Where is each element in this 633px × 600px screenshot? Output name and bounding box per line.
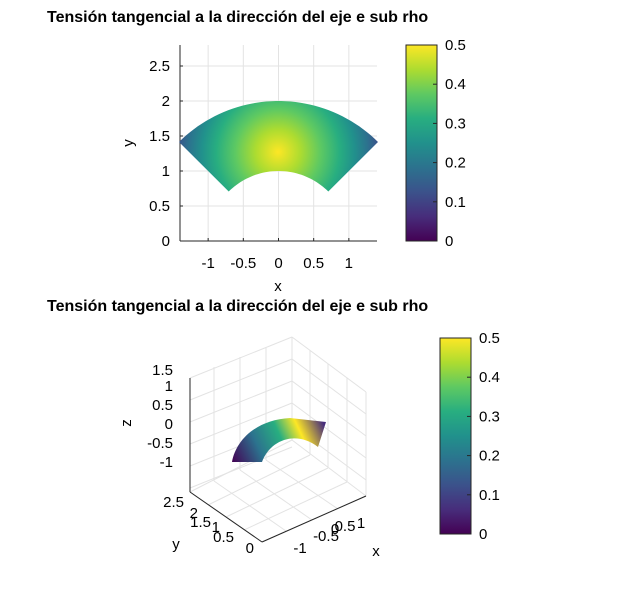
svg-text:2.5: 2.5	[163, 494, 184, 511]
colorbar-tick-label: 0.1	[479, 487, 500, 504]
svg-text:0: 0	[246, 540, 254, 557]
y-tick-label: 0.5	[149, 198, 170, 215]
y-axis-label-top: y	[120, 139, 137, 147]
colorbar-tick-label: 0.4	[479, 369, 500, 386]
svg-text:1: 1	[212, 519, 220, 536]
chart-title-bottom: Tensión tangencial a la dirección del ej…	[47, 298, 429, 315]
z-axis-label: z	[118, 419, 135, 427]
axis-3d	[189, 378, 367, 543]
colorbar-bottom	[439, 337, 472, 535]
colorbar-tick-label: 0.3	[445, 115, 466, 132]
svg-text:0.5: 0.5	[152, 397, 173, 414]
colorbar-tick-label: 0.1	[445, 194, 466, 211]
y-tick-label: 1.5	[149, 128, 170, 145]
colorbar-top-ticks: 0 0.1 0.2 0.3 0.4 0.5	[433, 37, 466, 250]
svg-text:-0.5: -0.5	[313, 528, 339, 545]
svg-text:0.5: 0.5	[335, 518, 356, 535]
y-axis-ticks-3d: 2.5 2 1.5 1 0.5 0	[163, 494, 254, 557]
svg-text:0: 0	[331, 521, 339, 538]
colorbar-tick-label: 0	[445, 233, 453, 250]
colorbar-top	[405, 44, 438, 242]
svg-text:-1: -1	[160, 454, 173, 471]
svg-text:1: 1	[165, 378, 173, 395]
colorbar-tick-label: 0.5	[479, 330, 500, 347]
svg-text:2: 2	[190, 505, 198, 522]
colorbar-tick-label: 0.2	[445, 155, 466, 172]
x-tick-label: 0	[274, 255, 282, 272]
y-tick-label: 0	[162, 233, 170, 250]
y-axis-label-3d: y	[172, 536, 180, 553]
svg-text:0.5: 0.5	[213, 529, 234, 546]
surface-3d	[232, 418, 326, 462]
x-tick-label: -0.5	[230, 255, 256, 272]
colorbar-tick-label: 0.2	[479, 448, 500, 465]
x-axis-label-3d: x	[372, 543, 380, 560]
colorbar-tick-label: 0.5	[445, 37, 466, 54]
colorbar-tick-label: 0.3	[479, 408, 500, 425]
x-axis-ticks-3d: -1 -0.5 0 0.5 1	[293, 515, 365, 557]
colorbar-bottom-ticks: 0 0.1 0.2 0.3 0.4 0.5	[467, 330, 500, 543]
y-tick-label: 1	[162, 163, 170, 180]
colorbar-tick-label: 0	[479, 526, 487, 543]
colorbar-tick-label: 0.4	[445, 76, 466, 93]
svg-text:1.5: 1.5	[152, 362, 173, 379]
svg-text:1.5: 1.5	[190, 514, 211, 531]
top-tick-labels: -1 -0.5 0 0.5 1 0 0.5 1 1.5 2 2.5	[149, 58, 353, 272]
svg-text:1: 1	[357, 515, 365, 532]
x-tick-label: 1	[345, 255, 353, 272]
chart-title-top: Tensión tangencial a la dirección del ej…	[47, 9, 429, 26]
sector-surface	[179, 101, 378, 192]
svg-text:-1: -1	[293, 540, 306, 557]
svg-text:-0.5: -0.5	[147, 435, 173, 452]
x-axis-label-top: x	[274, 278, 282, 295]
svg-text:0: 0	[165, 416, 173, 433]
x-tick-label: -1	[201, 255, 214, 272]
y-tick-label: 2.5	[149, 58, 170, 75]
y-tick-label: 2	[162, 93, 170, 110]
x-tick-label: 0.5	[303, 255, 324, 272]
z-axis-ticks: 1.5 1 0.5 0 -0.5 -1	[147, 362, 173, 471]
